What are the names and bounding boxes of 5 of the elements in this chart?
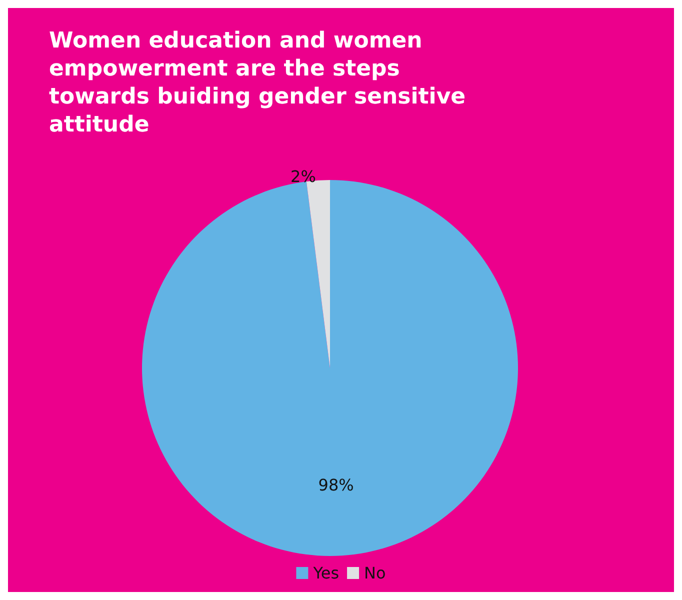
data-label: 98%: [318, 475, 354, 494]
legend-label: Yes: [312, 564, 340, 582]
legend-label: No: [364, 564, 386, 582]
data-label: 2%: [290, 166, 316, 186]
chart-title: Women education and women empowerment are the steps towards buiding gender sensitive attitude: [49, 28, 474, 138]
